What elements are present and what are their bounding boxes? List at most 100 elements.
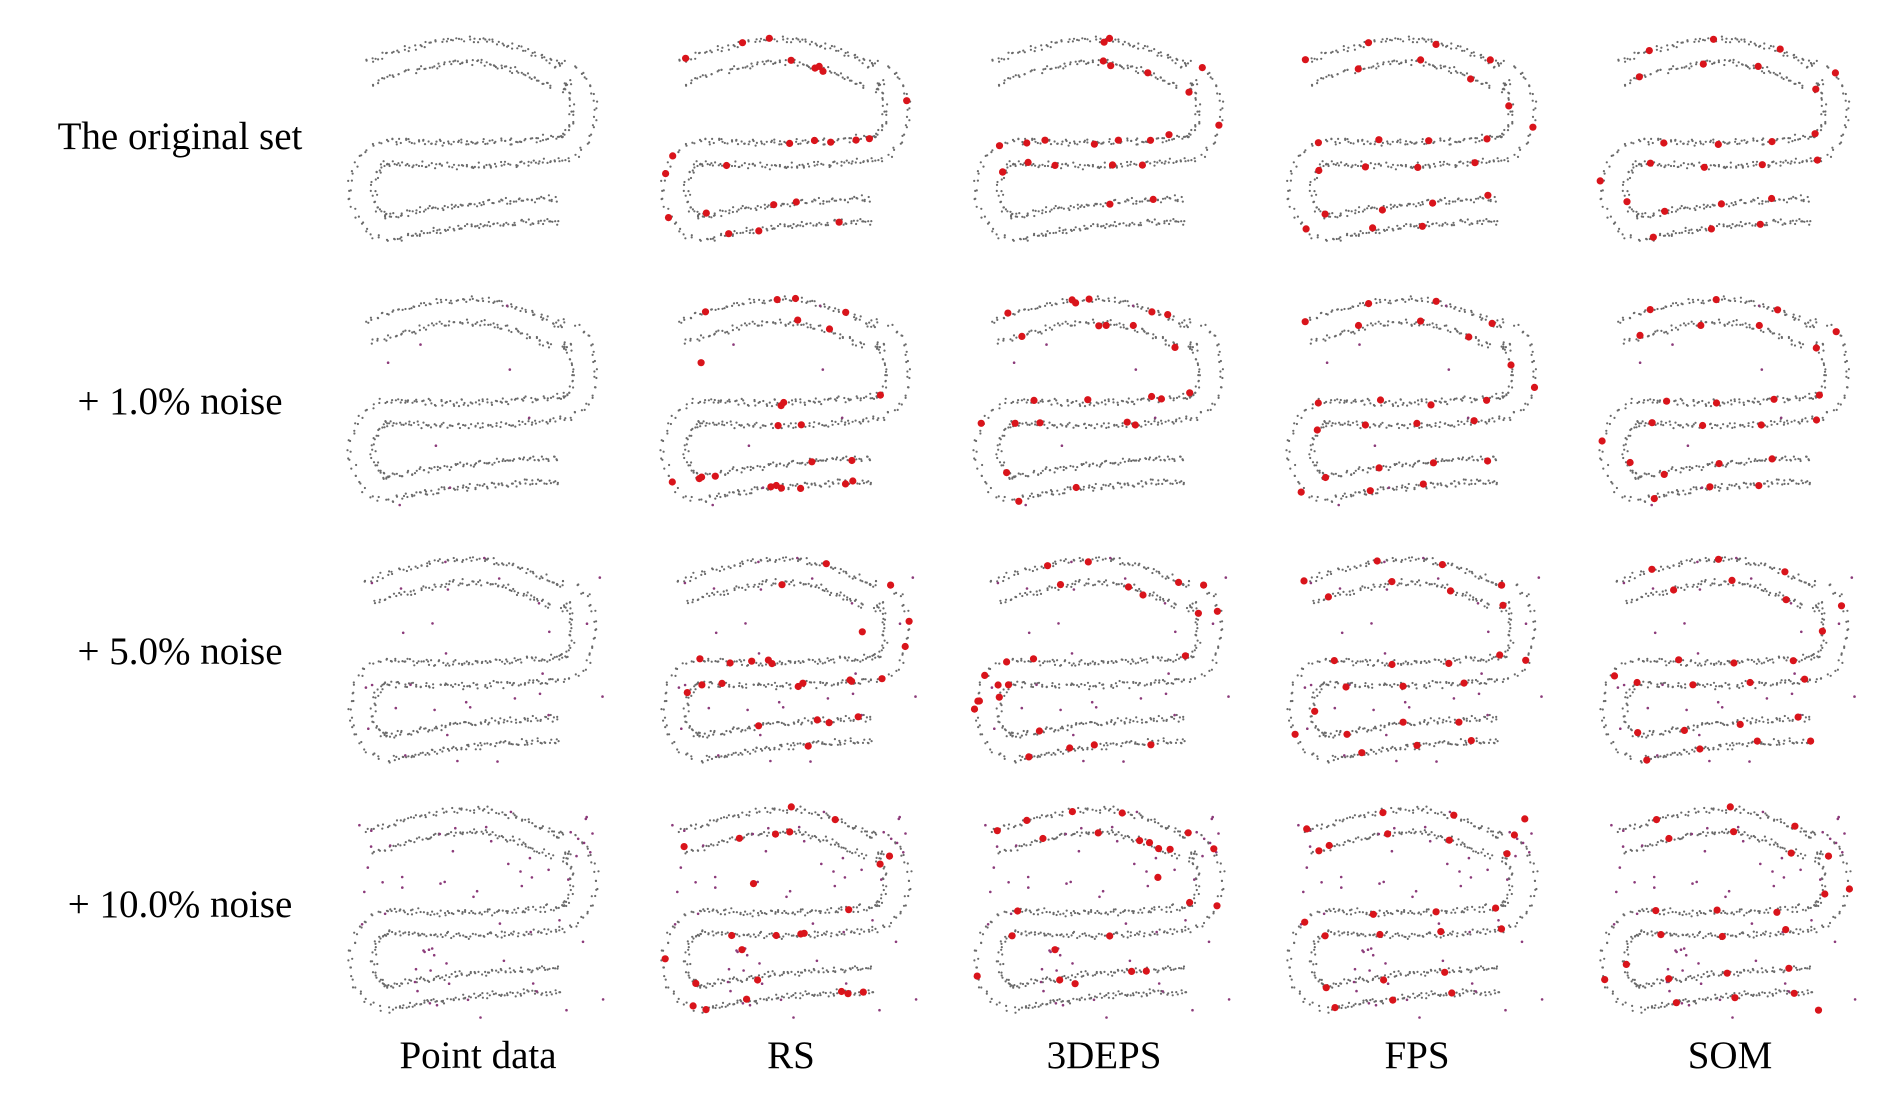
surface-point <box>443 488 446 491</box>
surface-point <box>1003 495 1006 499</box>
surface-point <box>487 462 490 465</box>
surface-point <box>1111 40 1115 43</box>
surface-point <box>1462 162 1465 165</box>
surface-point <box>1074 226 1077 229</box>
surface-point <box>975 450 978 453</box>
surface-point <box>549 418 552 421</box>
surface-point <box>590 92 593 95</box>
surface-point <box>868 321 871 324</box>
surface-point <box>399 421 402 424</box>
surface-point <box>1067 207 1070 210</box>
surface-point <box>1645 237 1648 240</box>
surface-point <box>786 165 789 168</box>
surface-point <box>979 432 982 435</box>
surface-point <box>809 222 812 225</box>
surface-point <box>1820 97 1823 100</box>
surface-point <box>500 160 503 164</box>
surface-point <box>468 35 471 38</box>
surface-point <box>1026 214 1029 217</box>
surface-point <box>822 138 825 141</box>
surface-point <box>701 422 704 425</box>
surface-point <box>684 83 688 86</box>
surface-point <box>1844 92 1847 96</box>
surface-point <box>559 324 562 327</box>
surface-point <box>353 161 356 164</box>
surface-point <box>1176 198 1179 201</box>
surface-point <box>662 205 665 208</box>
surface-point <box>1767 70 1770 73</box>
surface-point <box>1734 37 1737 40</box>
surface-point <box>1413 225 1416 228</box>
surface-point <box>1147 307 1150 310</box>
surface-point <box>546 399 549 402</box>
surface-point <box>528 335 531 339</box>
surface-point <box>1448 163 1451 166</box>
surface-point <box>846 201 850 204</box>
surface-point <box>1427 163 1430 166</box>
surface-point <box>795 140 798 143</box>
surface-point <box>461 322 464 325</box>
surface-point <box>592 350 595 353</box>
surface-point <box>1132 45 1135 48</box>
surface-point <box>1684 226 1687 229</box>
surface-point <box>1658 162 1661 166</box>
surface-point <box>710 162 713 165</box>
surface-point <box>443 486 446 489</box>
surface-point <box>413 142 416 145</box>
surface-point <box>1432 162 1436 165</box>
surface-point <box>1474 137 1477 140</box>
surface-point <box>721 329 724 332</box>
surface-point <box>529 456 532 459</box>
surface-point <box>1488 84 1491 87</box>
surface-point <box>1026 236 1029 239</box>
surface-point <box>417 139 421 142</box>
surface-point <box>716 48 719 51</box>
surface-point <box>460 141 463 144</box>
surface-point <box>731 304 734 307</box>
surface-point <box>1034 46 1037 49</box>
surface-point <box>1752 137 1755 140</box>
surface-point <box>746 466 749 469</box>
surface-point <box>483 323 486 326</box>
surface-point <box>1330 138 1333 141</box>
surface-point <box>1800 199 1803 202</box>
surface-point <box>450 466 453 469</box>
surface-point <box>1600 197 1603 200</box>
surface-point <box>747 40 750 43</box>
surface-point <box>1310 83 1314 86</box>
surface-point <box>1033 50 1036 53</box>
surface-point <box>1041 469 1044 472</box>
surface-point <box>1074 424 1077 427</box>
surface-point <box>385 138 389 141</box>
surface-point <box>493 461 496 464</box>
surface-point <box>502 44 505 47</box>
surface-point <box>483 224 486 227</box>
surface-point <box>1058 206 1061 209</box>
surface-point <box>984 480 987 484</box>
surface-point <box>1048 138 1051 141</box>
surface-point <box>1209 408 1212 411</box>
surface-point <box>354 422 357 425</box>
surface-point <box>1081 168 1084 171</box>
surface-point <box>736 301 739 305</box>
col-label-som: SOM <box>1687 1034 1773 1077</box>
surface-point <box>404 307 407 311</box>
surface-point <box>661 189 664 192</box>
surface-point <box>423 143 427 146</box>
surface-point <box>699 163 702 166</box>
surface-point <box>1787 141 1790 144</box>
surface-point <box>553 325 556 328</box>
surface-point <box>381 311 384 314</box>
surface-point <box>792 223 795 226</box>
surface-point <box>678 59 681 62</box>
panel-noise-1-rs <box>659 294 911 507</box>
surface-point <box>769 60 772 63</box>
surface-point <box>1021 472 1024 475</box>
surface-point <box>1206 409 1209 412</box>
surface-point <box>446 161 449 164</box>
surface-point <box>796 323 799 326</box>
surface-point <box>1293 216 1296 219</box>
surface-point <box>1219 370 1222 373</box>
surface-point <box>1066 164 1069 167</box>
surface-point <box>406 209 409 212</box>
